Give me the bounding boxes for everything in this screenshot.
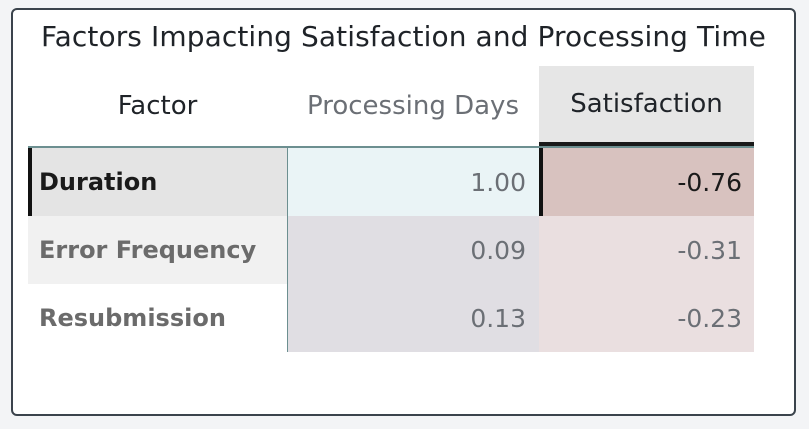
row-header-factor[interactable]: Error Frequency xyxy=(28,216,287,284)
row-header-factor[interactable]: Resubmission xyxy=(28,284,287,352)
cell-processing-days[interactable]: 0.09 xyxy=(287,216,539,284)
header-row: Factor Processing Days Satisfaction xyxy=(28,66,754,146)
visual-title: Factors Impacting Satisfaction and Proce… xyxy=(41,20,766,53)
table-row[interactable]: Error Frequency 0.09 -0.31 xyxy=(28,216,754,284)
cell-satisfaction[interactable]: -0.31 xyxy=(539,216,754,284)
cell-processing-days[interactable]: 1.00 xyxy=(287,148,539,216)
cell-satisfaction[interactable]: -0.76 xyxy=(539,148,754,216)
column-header-processing-days[interactable]: Processing Days xyxy=(307,91,519,121)
row-header-factor[interactable]: Duration xyxy=(28,148,287,216)
matrix-rows: Duration 1.00 -0.76 Error Frequency 0.09… xyxy=(28,146,754,352)
table-row[interactable]: Duration 1.00 -0.76 xyxy=(28,148,754,216)
cell-satisfaction[interactable]: -0.23 xyxy=(539,284,754,352)
matrix-visual: Factors Impacting Satisfaction and Proce… xyxy=(11,8,796,416)
column-header-satisfaction[interactable]: Satisfaction xyxy=(539,66,754,146)
column-header-factor[interactable]: Factor xyxy=(117,91,198,121)
matrix-table: Factor Processing Days Satisfaction Dura… xyxy=(28,66,754,352)
cell-processing-days[interactable]: 0.13 xyxy=(287,284,539,352)
table-row[interactable]: Resubmission 0.13 -0.23 xyxy=(28,284,754,352)
